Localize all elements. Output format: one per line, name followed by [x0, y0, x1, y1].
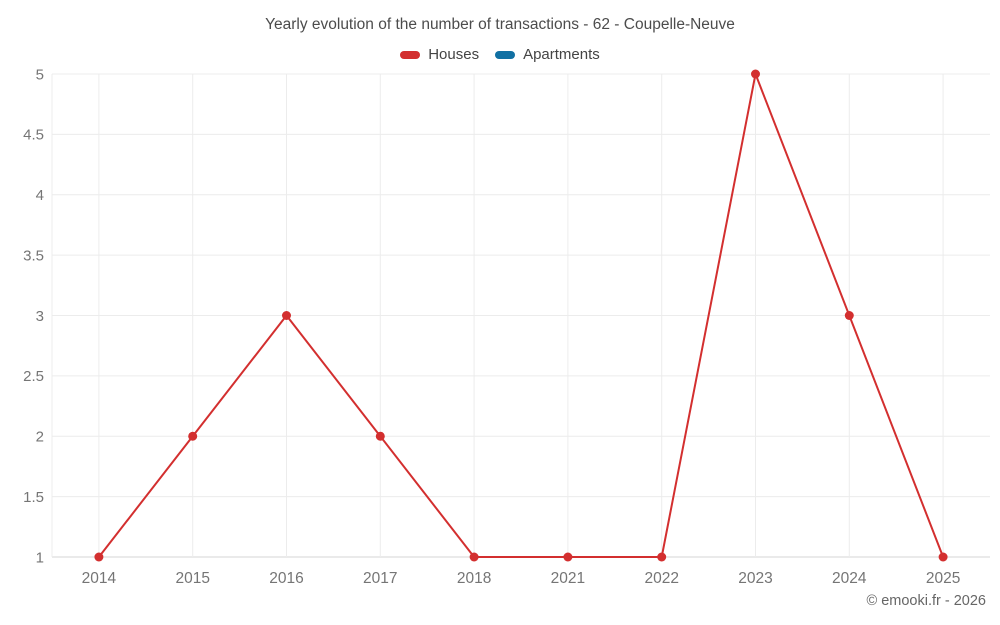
- legend-item-houses[interactable]: Houses: [400, 46, 479, 63]
- x-axis-tick-label: 2022: [644, 570, 678, 587]
- legend: Houses Apartments: [0, 46, 1000, 63]
- houses-data-point[interactable]: [375, 431, 385, 441]
- houses-data-point[interactable]: [938, 552, 948, 562]
- legend-label-apartments: Apartments: [523, 46, 600, 63]
- legend-item-apartments[interactable]: Apartments: [495, 46, 600, 63]
- houses-color-swatch-icon: [400, 50, 421, 59]
- y-axis-tick-label: 2.5: [23, 368, 44, 385]
- x-axis-tick-label: 2014: [82, 570, 117, 587]
- houses-data-point[interactable]: [469, 552, 479, 562]
- apartments-color-swatch-icon: [495, 50, 516, 59]
- houses-data-point[interactable]: [844, 311, 854, 320]
- legend-label-houses: Houses: [428, 46, 480, 63]
- x-axis-tick-label: 2023: [738, 570, 772, 587]
- attribution: © emooki.fr - 2026: [866, 593, 986, 609]
- y-axis-tick-label: 1.5: [23, 489, 44, 506]
- x-axis-tick-label: 2021: [551, 570, 585, 587]
- x-axis-tick-label: 2024: [832, 570, 867, 587]
- houses-data-point[interactable]: [188, 431, 198, 441]
- houses-data-point[interactable]: [563, 552, 573, 562]
- houses-data-point[interactable]: [94, 552, 104, 562]
- x-axis-tick-label: 2025: [926, 570, 960, 587]
- houses-data-point[interactable]: [657, 552, 667, 562]
- x-axis-tick-label: 2015: [175, 570, 209, 587]
- x-axis-tick-label: 2018: [457, 570, 491, 587]
- y-axis-tick-label: 2: [36, 429, 44, 446]
- houses-data-point[interactable]: [751, 69, 760, 79]
- y-axis-tick-label: 1: [36, 549, 44, 566]
- y-axis-tick-label: 3: [36, 308, 44, 325]
- y-axis-tick-label: 4: [36, 187, 44, 204]
- chart-title: Yearly evolution of the number of transa…: [265, 16, 735, 33]
- y-axis-tick-label: 4.5: [23, 127, 44, 144]
- y-axis-tick-label: 3.5: [23, 247, 44, 264]
- houses-data-point[interactable]: [282, 311, 291, 320]
- x-axis-tick-label: 2016: [269, 570, 303, 587]
- houses-line: [97, 73, 945, 558]
- x-axis-tick-label: 2017: [363, 570, 397, 587]
- y-axis-tick-label: 5: [36, 66, 44, 83]
